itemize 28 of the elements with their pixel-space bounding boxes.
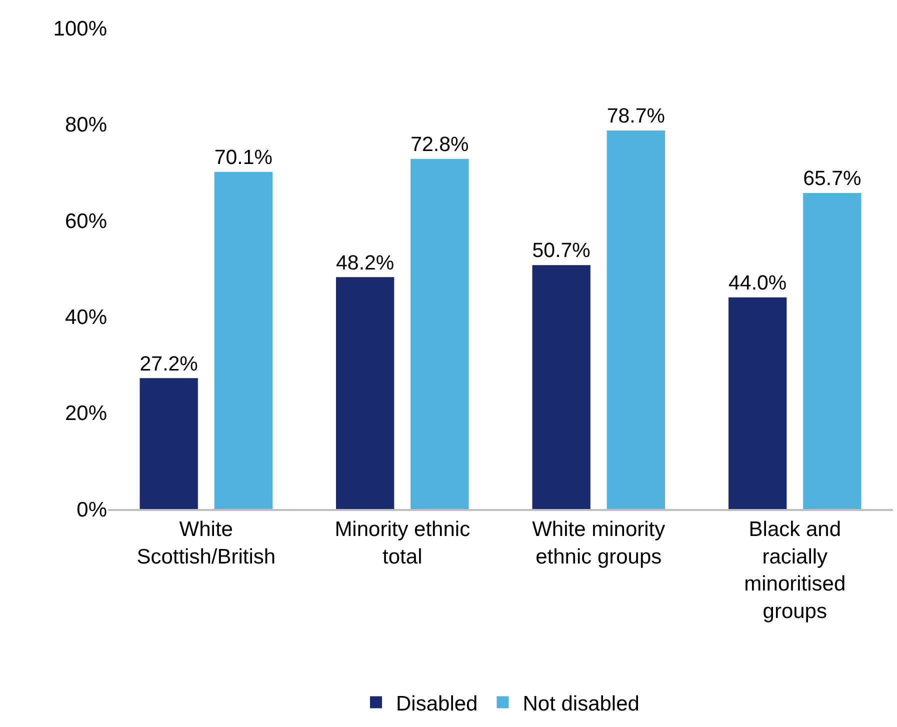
bar [410,158,469,509]
x-tick-label: Minority ethnic total [334,518,470,568]
data-label: 65.7% [803,167,862,190]
data-label: 48.2% [336,251,394,274]
bar [336,277,394,509]
bar [214,172,272,509]
bar [140,378,198,509]
data-label: 70.1% [214,146,272,169]
x-tick-label: White minority ethnic groups [532,518,666,568]
data-label: 78.7% [606,104,665,128]
y-tick-label: 60% [64,210,107,233]
data-label: 72.8% [410,132,469,156]
data-label: 27.2% [140,352,198,376]
bar [728,297,787,509]
y-tick-label: 20% [64,402,107,426]
y-tick-label: 80% [64,114,107,137]
legend-label: Disabled [396,692,478,716]
y-tick-label: 40% [64,306,107,329]
bar [803,192,862,509]
y-tick-label: 0% [76,498,107,522]
data-label: 50.7% [532,239,590,262]
bar [606,130,665,509]
x-tick-label: Black and racially minoritised groups [744,518,846,623]
y-tick-label: 100% [53,17,107,40]
legend-label: Not disabled [522,692,640,716]
data-label: 44.0% [728,271,787,294]
x-tick-label: White Scottish/British [136,518,276,568]
bar [532,265,590,509]
